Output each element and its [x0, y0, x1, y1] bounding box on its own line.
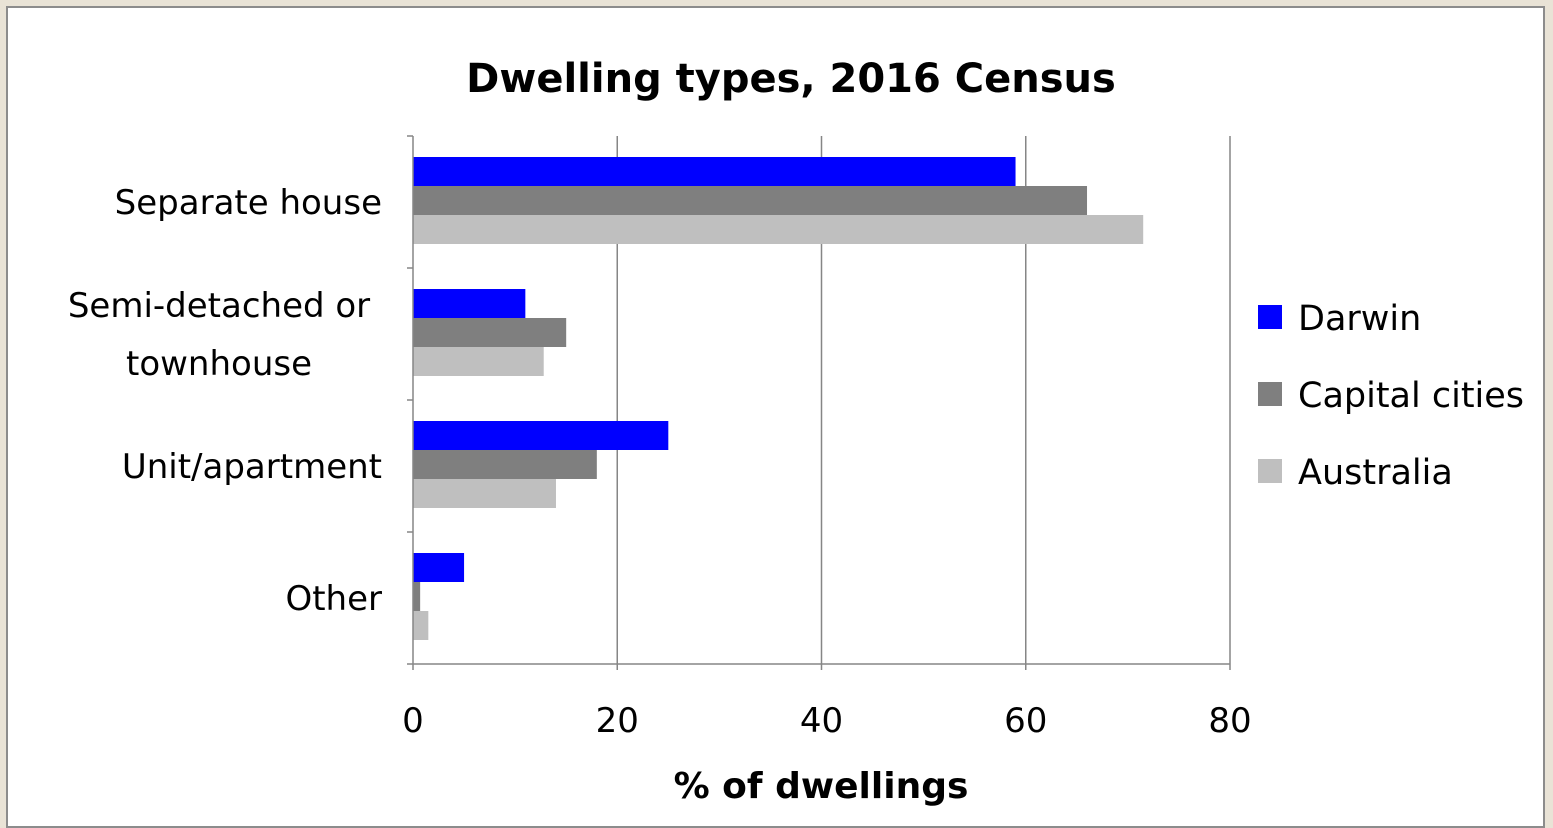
bar [413, 450, 597, 479]
category-labels: Separate house Semi-detached or townhouse U… [68, 183, 382, 619]
x-tick-label: 20 [596, 701, 639, 741]
bar [413, 582, 421, 611]
legend-label: Capital cities [1298, 376, 1524, 416]
legend-swatch [1258, 459, 1282, 483]
category-label: Separate house [115, 183, 382, 223]
chart-title: Dwelling types, 2016 Census [466, 56, 1116, 102]
chart-frame: Dwelling types, 2016 Census Separate hou… [6, 6, 1545, 828]
legend-swatch [1258, 305, 1282, 329]
category-label: Unit/apartment [122, 447, 382, 487]
legend-label: Darwin [1298, 299, 1421, 339]
bar [413, 289, 526, 318]
x-axis-label: % of dwellings [674, 766, 969, 807]
x-tick-label: 40 [800, 701, 843, 741]
legend: Darwin Capital cities Australia [1258, 299, 1524, 493]
bar-chart: Dwelling types, 2016 Census Separate hou… [68, 56, 1524, 807]
x-tick-label: 80 [1208, 701, 1251, 741]
bar [413, 186, 1088, 215]
category-label: Other [285, 579, 382, 619]
bar [413, 318, 567, 347]
bars [413, 157, 1144, 640]
x-tick-label: 60 [1004, 701, 1047, 741]
bar [413, 347, 544, 376]
bar [413, 611, 429, 640]
bar [413, 215, 1144, 244]
bar [413, 479, 556, 508]
legend-label: Australia [1298, 453, 1453, 493]
axes [407, 135, 1230, 670]
bar [413, 421, 669, 450]
bar [413, 157, 1016, 186]
x-tick-label: 0 [402, 701, 424, 741]
category-label: Semi-detached or [68, 286, 370, 326]
legend-swatch [1258, 382, 1282, 406]
category-label: townhouse [126, 344, 312, 384]
x-tick-labels: 0 20 40 60 80 [402, 701, 1251, 741]
bar [413, 553, 465, 582]
